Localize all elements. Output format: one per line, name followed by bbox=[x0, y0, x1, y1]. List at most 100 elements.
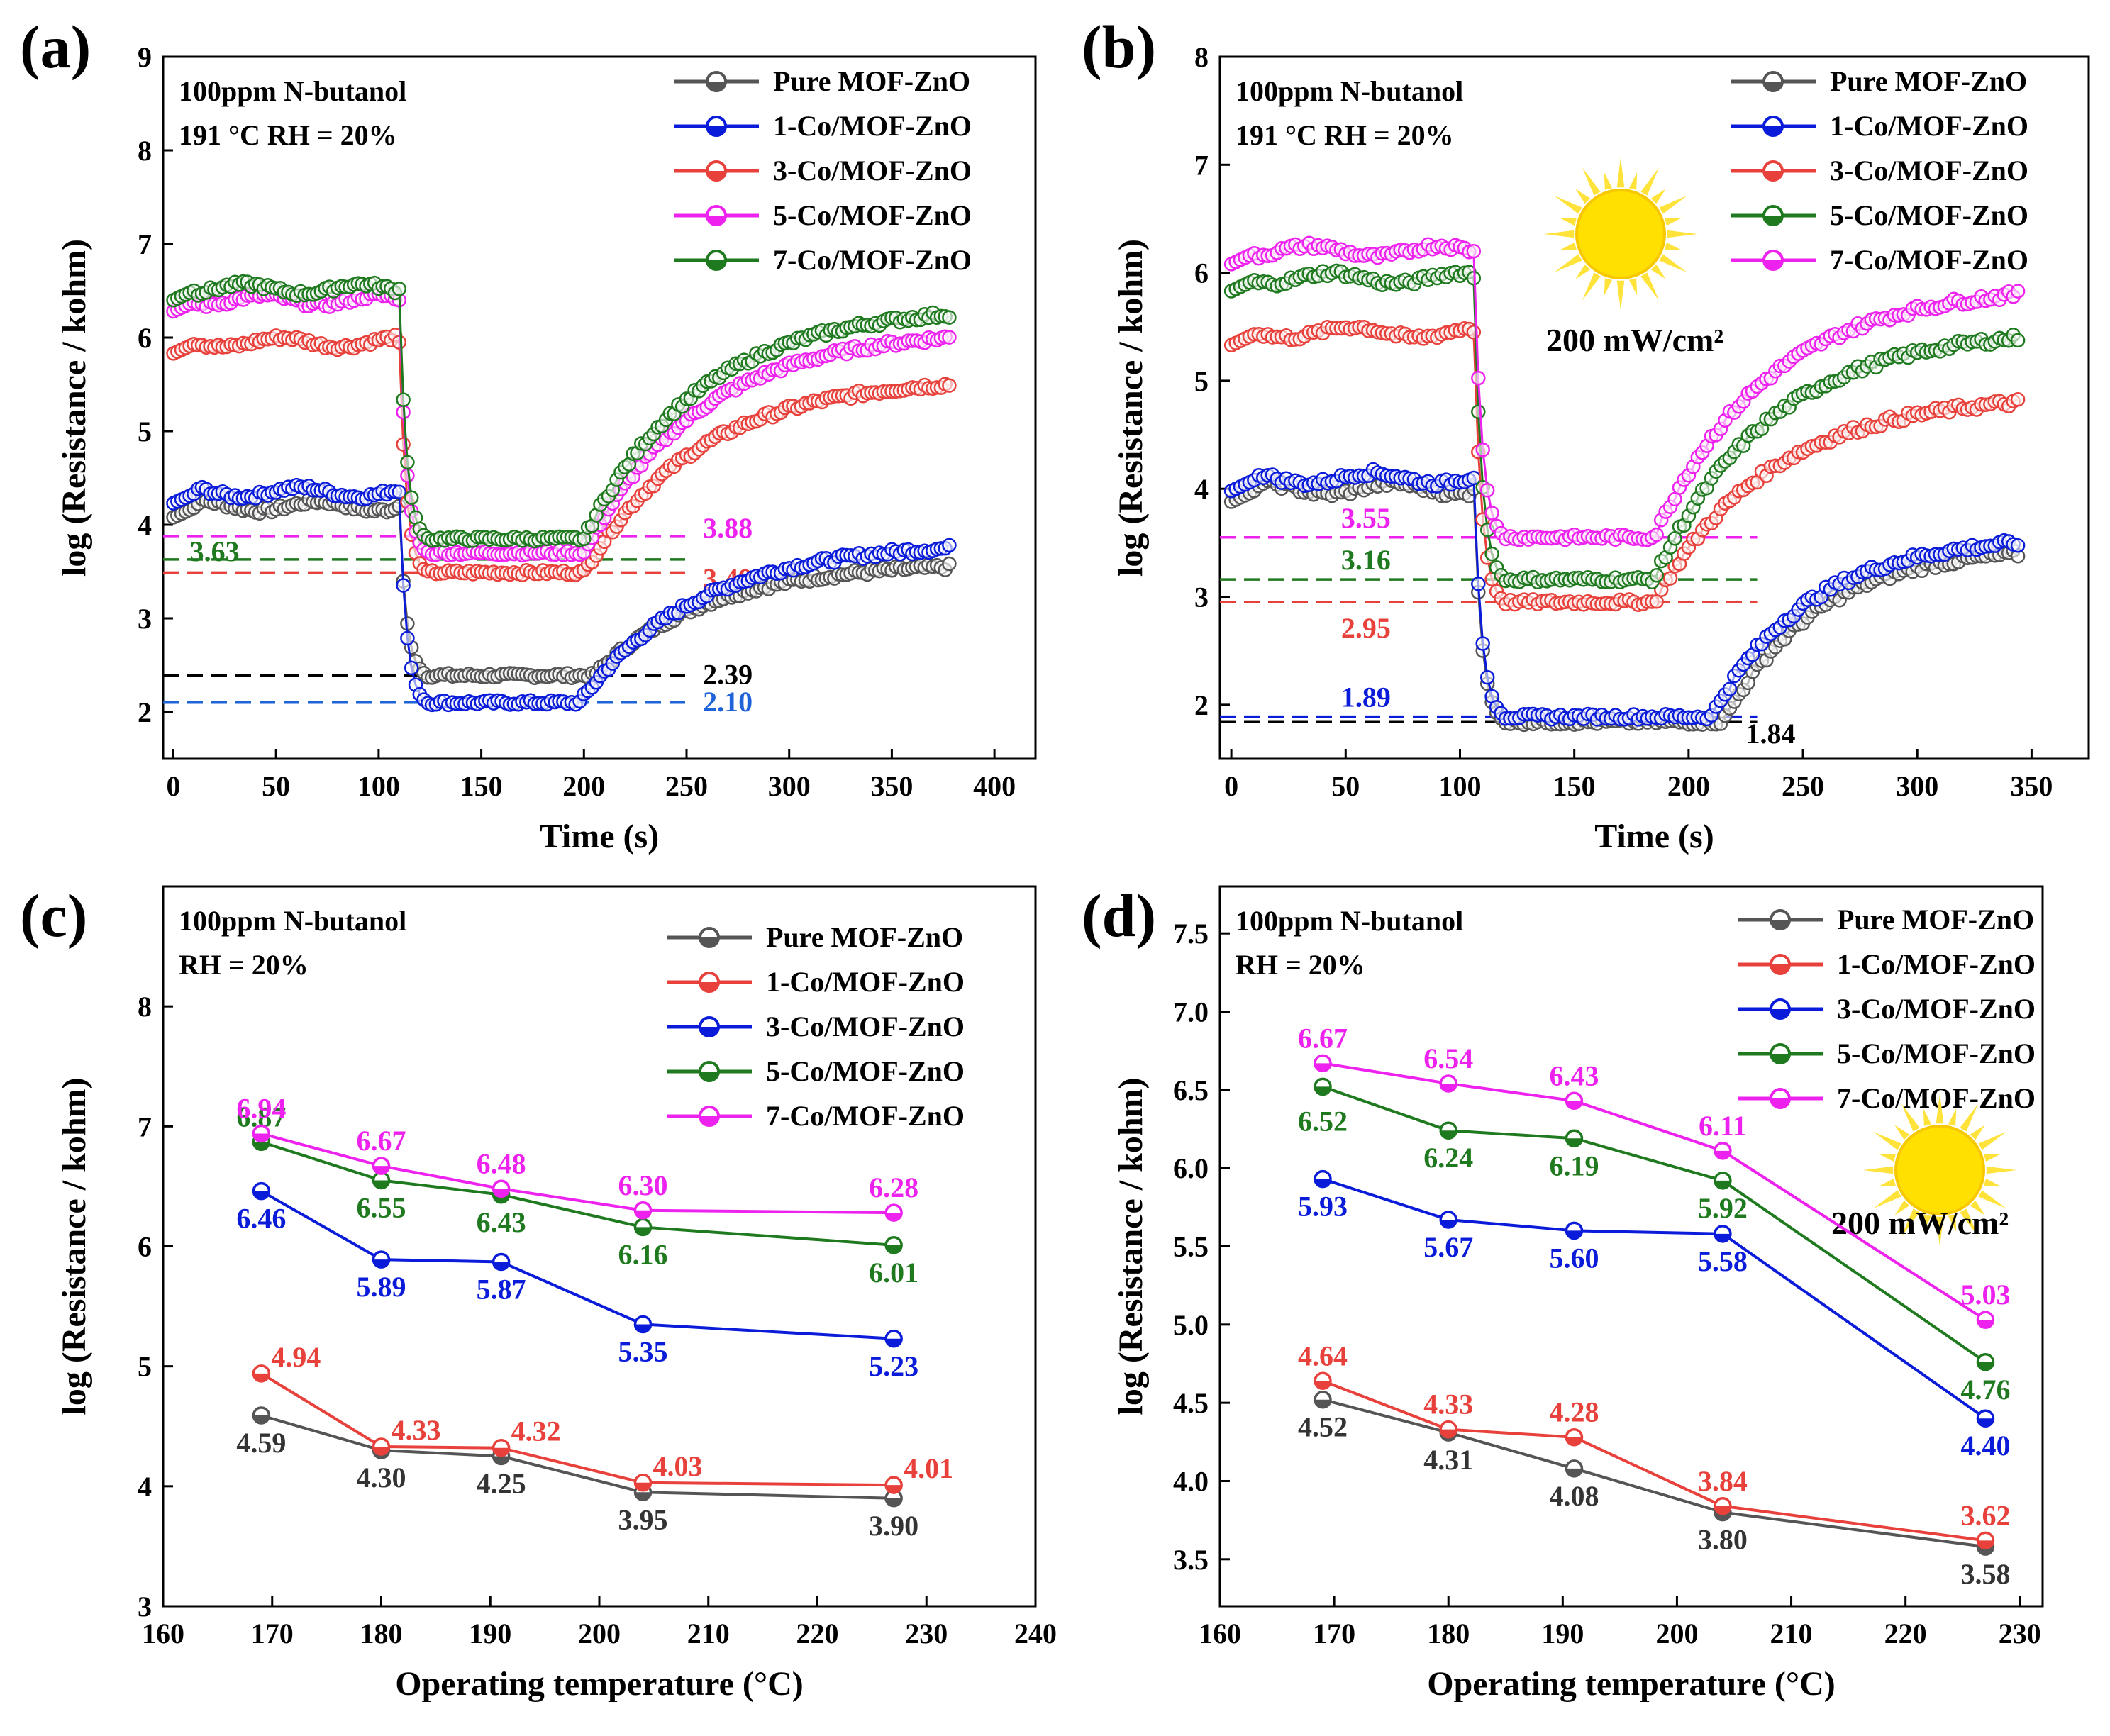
x-tick-label: 300 bbox=[768, 770, 811, 802]
data-point bbox=[2010, 333, 2026, 348]
data-point bbox=[400, 455, 415, 470]
data-point-fill bbox=[1977, 1540, 1994, 1549]
data-label: 3.58 bbox=[1960, 1558, 2010, 1590]
data-point bbox=[404, 660, 419, 676]
sun-disc bbox=[1575, 189, 1666, 279]
x-axis-title: Operating temperature (°C) bbox=[1427, 1665, 1835, 1703]
data-label: 6.54 bbox=[1423, 1042, 1473, 1074]
sun-disc bbox=[1894, 1125, 1985, 1215]
data-point bbox=[942, 310, 957, 325]
data-label: 4.76 bbox=[1960, 1374, 2010, 1406]
data-point bbox=[2010, 284, 2026, 299]
legend-marker-fill bbox=[1771, 920, 1789, 929]
x-tick-label: 400 bbox=[973, 770, 1016, 802]
sun-ray bbox=[1659, 196, 1687, 214]
legend-label: 3-Co/MOF-ZnO bbox=[766, 1011, 965, 1042]
legend-marker-fill bbox=[707, 216, 726, 225]
data-label: 6.30 bbox=[618, 1169, 668, 1201]
data-label: 4.25 bbox=[477, 1468, 526, 1500]
sun-ray bbox=[1667, 230, 1697, 238]
condition-annotation: 100ppm N-butanol bbox=[1236, 75, 1463, 107]
y-tick-label: 3 bbox=[138, 1591, 152, 1623]
sun-ray bbox=[1650, 189, 1666, 204]
sun-ray bbox=[1659, 254, 1687, 272]
data-point-fill bbox=[1566, 1230, 1582, 1239]
data-point-fill bbox=[1440, 1219, 1457, 1228]
panel-d: (d) 160 170 180 190 200 210 220 230 3.5 4.0 4.5 5.0 5… bbox=[1082, 881, 2044, 1703]
sun-ray bbox=[1604, 172, 1613, 190]
data-point-fill bbox=[886, 1498, 902, 1506]
reference-value-label: 2.95 bbox=[1341, 612, 1391, 644]
y-tick-label: 2 bbox=[1194, 689, 1209, 721]
data-point bbox=[2010, 392, 2026, 407]
sun-ray bbox=[1936, 1216, 1944, 1247]
reference-lines: 3.55 3.16 2.95 1.89 1.84 bbox=[1220, 502, 1795, 750]
x-tick-label: 200 bbox=[1655, 1618, 1698, 1649]
data-label: 6.43 bbox=[1549, 1059, 1599, 1091]
y-tick-label: 5 bbox=[138, 416, 152, 447]
sun-ray bbox=[1575, 189, 1591, 204]
reference-value-label: 1.89 bbox=[1341, 681, 1391, 713]
legend-marker-fill bbox=[700, 982, 718, 991]
data-label: 6.28 bbox=[869, 1172, 918, 1203]
x-tick-label: 100 bbox=[357, 770, 400, 802]
data-point bbox=[392, 484, 407, 500]
sun-ray bbox=[1878, 1153, 1896, 1162]
data-label: 3.80 bbox=[1698, 1524, 1748, 1556]
sun-ray bbox=[1984, 1178, 2001, 1187]
sun-ray bbox=[1554, 196, 1582, 214]
legend-label: 5-Co/MOF-ZnO bbox=[766, 1055, 965, 1087]
data-point-fill bbox=[1315, 1399, 1331, 1408]
data-label: 6.55 bbox=[357, 1191, 406, 1223]
data-point-fill bbox=[373, 1166, 389, 1174]
y-tick-label: 6.5 bbox=[1173, 1074, 1209, 1106]
data-label: 5.23 bbox=[869, 1350, 918, 1382]
legend-label: Pure MOF-ZnO bbox=[1837, 903, 2034, 935]
series-1-co-mof-zno: 4.64 4.33 4.28 3.84 3.62 bbox=[1298, 1340, 2010, 1550]
data-label: 6.67 bbox=[1298, 1022, 1348, 1054]
sun-ray bbox=[1544, 230, 1575, 238]
legend-marker-fill bbox=[707, 171, 726, 180]
sun-ray bbox=[1640, 167, 1659, 196]
data-label: 6.46 bbox=[236, 1203, 286, 1235]
series-7-co-mof-zno bbox=[1223, 235, 2026, 547]
sun-ray bbox=[1640, 272, 1659, 301]
data-point bbox=[1471, 370, 1486, 386]
sun-ray bbox=[1901, 1103, 1920, 1132]
panel-b: (b) 0 50 100 150 200 250 300 350 2 3 4 5 6 7 8 Time (s) l… bbox=[1082, 13, 2090, 855]
data-point-fill bbox=[635, 1324, 651, 1332]
x-tick-label: 300 bbox=[1896, 770, 1938, 802]
data-point bbox=[392, 282, 407, 296]
legend-label: 1-Co/MOF-ZnO bbox=[773, 110, 972, 142]
legend-label: Pure MOF-ZnO bbox=[1830, 65, 2027, 97]
y-axis-title: log (Resistance / kohm) bbox=[1112, 239, 1150, 577]
sun-ray bbox=[1650, 264, 1666, 279]
data-point bbox=[1484, 506, 1499, 521]
series-5-co-mof-zno bbox=[1223, 263, 2026, 590]
data-point-fill bbox=[253, 1415, 270, 1424]
sun-ray bbox=[1894, 1200, 1910, 1215]
sun-ray bbox=[1978, 1132, 2006, 1150]
sun-ray bbox=[1616, 280, 1625, 311]
legend-label: 7-Co/MOF-ZnO bbox=[773, 244, 972, 276]
data-point-fill bbox=[1566, 1138, 1582, 1147]
legend-marker-fill bbox=[1764, 171, 1782, 180]
data-label: 5.92 bbox=[1698, 1192, 1748, 1224]
data-label: 6.67 bbox=[357, 1125, 406, 1157]
legend-marker-fill bbox=[700, 937, 718, 947]
x-tick-label: 250 bbox=[665, 770, 708, 802]
data-label: 4.08 bbox=[1549, 1480, 1599, 1512]
data-point bbox=[1649, 527, 1664, 542]
legend-label: 1-Co/MOF-ZnO bbox=[1837, 948, 2036, 980]
y-tick-label: 7 bbox=[138, 228, 152, 260]
series-line bbox=[172, 498, 950, 679]
data-label: 5.87 bbox=[477, 1273, 526, 1305]
data-point-fill bbox=[1440, 1429, 1457, 1437]
data-point-fill bbox=[373, 1180, 389, 1189]
x-tick-label: 150 bbox=[460, 770, 503, 802]
data-point-fill bbox=[373, 1447, 389, 1455]
reference-value-label: 2.39 bbox=[703, 659, 753, 691]
data-point-fill bbox=[493, 1456, 509, 1464]
x-tick-label: 50 bbox=[1331, 770, 1360, 802]
